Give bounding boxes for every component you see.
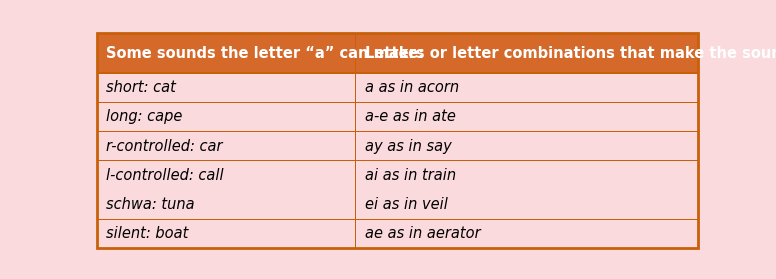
Bar xyxy=(97,189,698,190)
Text: ay as in say: ay as in say xyxy=(365,139,452,154)
Text: Some sounds the letter “a” can make:: Some sounds the letter “a” can make: xyxy=(106,46,424,61)
Bar xyxy=(97,219,698,220)
Bar xyxy=(97,102,698,132)
Text: long: cape: long: cape xyxy=(106,109,182,124)
Bar xyxy=(97,190,698,219)
Text: ae as in aerator: ae as in aerator xyxy=(365,226,480,241)
Bar xyxy=(97,102,698,103)
Text: schwa: tuna: schwa: tuna xyxy=(106,197,195,212)
Bar xyxy=(97,33,698,73)
Bar xyxy=(97,219,698,248)
Bar xyxy=(97,161,698,190)
Bar xyxy=(355,33,356,248)
Text: ai as in train: ai as in train xyxy=(365,168,456,183)
Text: Letters or letter combinations that make the sound /ā/: Letters or letter combinations that make… xyxy=(365,46,776,61)
Text: l-controlled: call: l-controlled: call xyxy=(106,168,223,183)
Text: a-e as in ate: a-e as in ate xyxy=(365,109,456,124)
Text: short: cat: short: cat xyxy=(106,80,176,95)
Text: a as in acorn: a as in acorn xyxy=(365,80,459,95)
Bar xyxy=(97,73,698,102)
Bar xyxy=(97,160,698,161)
Bar xyxy=(97,131,698,132)
Bar xyxy=(97,132,698,161)
Bar xyxy=(97,73,698,74)
Text: ei as in veil: ei as in veil xyxy=(365,197,448,212)
Text: silent: boat: silent: boat xyxy=(106,226,189,241)
Text: r-controlled: car: r-controlled: car xyxy=(106,139,223,154)
